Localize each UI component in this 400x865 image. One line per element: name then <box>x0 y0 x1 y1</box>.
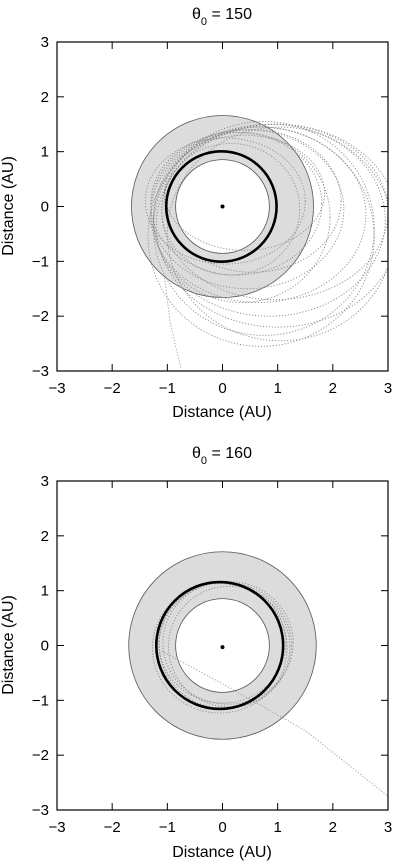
x-tick-label: −3 <box>48 819 65 836</box>
y-tick-label: 0 <box>41 638 49 655</box>
y-tick-label: 1 <box>41 583 49 600</box>
y-tick-label: −2 <box>32 747 49 764</box>
trajectory-orbit <box>166 126 388 342</box>
trajectory-orbit <box>153 123 386 317</box>
x-tick-label: 2 <box>329 819 337 836</box>
axis-ticks: −3 −2 −1 0 1 2 3 −3 −2 −1 0 1 2 3 <box>32 34 392 397</box>
y-tick-label: −3 <box>32 802 49 819</box>
x-tick-label: 3 <box>384 819 392 836</box>
axis-ticks: −3 −2 −1 0 1 2 3 −3 −2 −1 0 1 2 3 <box>32 473 392 836</box>
trajectory-orbit <box>150 126 367 303</box>
x-tick-label: −1 <box>159 819 176 836</box>
star-point <box>220 645 225 650</box>
x-axis-label: Distance (AU) <box>172 404 272 421</box>
trajectory-orbit <box>151 583 288 714</box>
y-tick-label: −2 <box>32 308 49 325</box>
chart-title: θ0 = 160 <box>192 445 252 467</box>
planet-orbit <box>155 580 285 711</box>
y-tick-label: −1 <box>32 253 49 270</box>
x-tick-label: 2 <box>329 380 337 397</box>
x-tick-label: 3 <box>384 380 392 397</box>
y-axis-label: Distance (AU) <box>0 156 17 256</box>
trajectory-orbit <box>167 585 291 708</box>
y-tick-label: 0 <box>41 199 49 216</box>
y-tick-label: −3 <box>32 363 49 380</box>
escape-trajectory <box>164 277 182 369</box>
x-tick-label: −2 <box>104 819 121 836</box>
star-point <box>220 204 225 209</box>
plot-area <box>128 551 388 797</box>
planet-orbit <box>164 150 278 263</box>
x-tick-label: 0 <box>218 380 226 397</box>
chart-panel-theta160: θ0 = 160 −3 −2 −1 0 1 2 3 −3 −2 −1 0 1 2 3 Distance (… <box>0 445 392 861</box>
x-axis-label: Distance (AU) <box>172 844 272 861</box>
y-tick-label: 2 <box>41 89 49 106</box>
y-tick-label: 3 <box>41 473 49 490</box>
x-tick-label: 1 <box>273 819 281 836</box>
trajectory-orbit <box>153 132 331 303</box>
trajectory-orbit <box>164 129 342 273</box>
x-tick-label: −2 <box>104 380 121 397</box>
chart-panel-theta150: θ0 = 150 −3 −2 −1 0 1 2 3 −3 −2 −1 0 1 2 3 Distance (… <box>0 6 392 421</box>
trajectory-orbit <box>147 126 375 347</box>
x-tick-label: 1 <box>273 380 281 397</box>
chart-title: θ0 = 150 <box>192 6 252 28</box>
plot-area <box>131 115 388 369</box>
trajectory-orbit <box>164 134 326 251</box>
x-tick-label: −3 <box>48 380 65 397</box>
y-axis-label: Distance (AU) <box>0 595 17 695</box>
trajectory-orbit <box>144 137 306 265</box>
x-tick-label: −1 <box>159 380 176 397</box>
x-tick-label: 0 <box>218 819 226 836</box>
escape-trajectory <box>161 650 388 797</box>
y-tick-label: 3 <box>41 34 49 51</box>
y-tick-label: −1 <box>32 692 49 709</box>
y-tick-label: 2 <box>41 528 49 545</box>
y-tick-label: 1 <box>41 144 49 161</box>
trajectory-orbit <box>161 142 301 276</box>
